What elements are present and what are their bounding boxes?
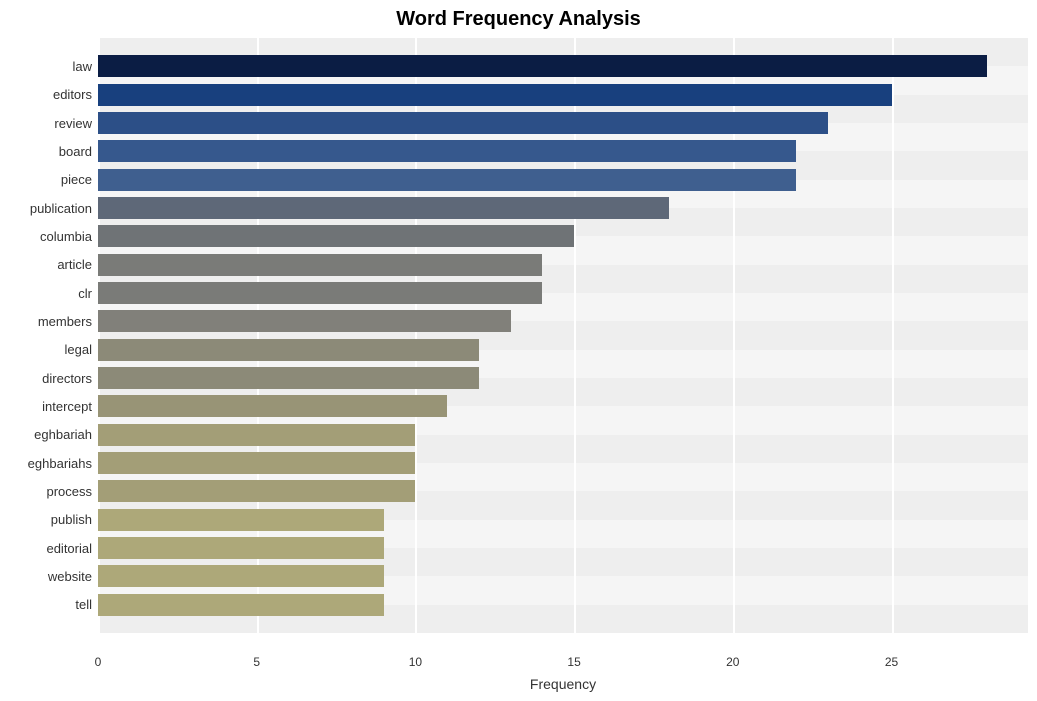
- x-tick-label: 10: [409, 655, 422, 669]
- y-tick-label: eghbariahs: [28, 456, 92, 471]
- x-tick-label: 0: [95, 655, 102, 669]
- y-tick-label: eghbariah: [34, 427, 92, 442]
- bar: [98, 169, 796, 191]
- bar: [98, 225, 574, 247]
- y-tick-label: tell: [75, 597, 92, 612]
- bar: [98, 537, 384, 559]
- bar: [98, 112, 828, 134]
- bar: [98, 594, 384, 616]
- x-tick-label: 20: [726, 655, 739, 669]
- y-tick-label: piece: [61, 172, 92, 187]
- y-tick-label: editorial: [46, 541, 92, 556]
- y-tick-label: intercept: [42, 399, 92, 414]
- y-tick-label: process: [46, 484, 92, 499]
- chart-title: Word Frequency Analysis: [0, 8, 1037, 31]
- bar: [98, 140, 796, 162]
- y-tick-label: review: [54, 116, 92, 131]
- y-tick-label: board: [59, 144, 92, 159]
- bar: [98, 509, 384, 531]
- y-tick-label: columbia: [40, 229, 92, 244]
- bar: [98, 282, 542, 304]
- bar: [98, 197, 669, 219]
- y-tick-label: website: [48, 569, 92, 584]
- y-tick-label: editors: [53, 87, 92, 102]
- y-tick-label: legal: [65, 342, 92, 357]
- y-tick-label: article: [57, 257, 92, 272]
- x-axis-label: Frequency: [98, 676, 1028, 692]
- y-tick-label: directors: [42, 371, 92, 386]
- gridline: [892, 38, 894, 633]
- x-tick-label: 5: [253, 655, 260, 669]
- x-tick-label: 15: [567, 655, 580, 669]
- bar: [98, 254, 542, 276]
- bar: [98, 424, 415, 446]
- y-tick-label: law: [72, 59, 92, 74]
- chart-container: Word Frequency Analysis law editors review…: [0, 0, 1037, 701]
- bar: [98, 480, 415, 502]
- bar: [98, 310, 511, 332]
- bar: [98, 55, 987, 77]
- x-tick-label: 25: [885, 655, 898, 669]
- y-tick-label: clr: [78, 286, 92, 301]
- bar: [98, 84, 892, 106]
- bar: [98, 367, 479, 389]
- y-tick-label: publish: [51, 512, 92, 527]
- plot-area: [98, 38, 1028, 633]
- y-tick-label: members: [38, 314, 92, 329]
- bar: [98, 565, 384, 587]
- bar: [98, 452, 415, 474]
- bar: [98, 395, 447, 417]
- y-tick-label: publication: [30, 201, 92, 216]
- bar: [98, 339, 479, 361]
